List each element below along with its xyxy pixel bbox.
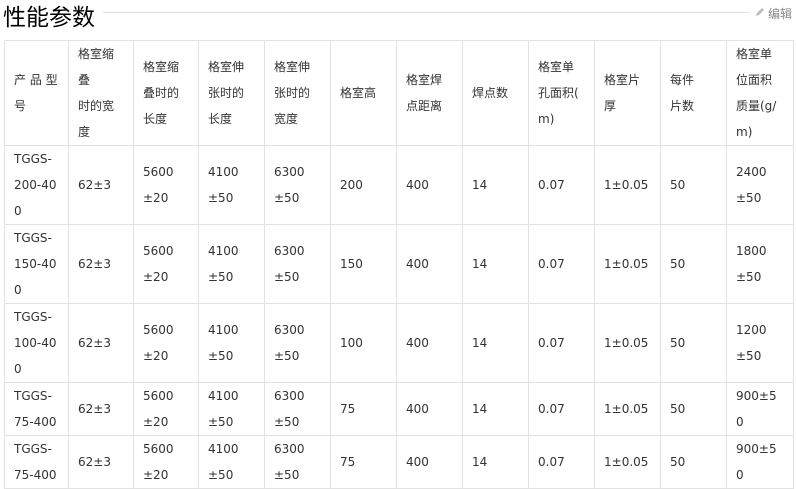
table-cell: 1±0.05 [594,303,661,383]
table-cell: 400 [396,382,463,436]
table-cell: 100 [330,303,397,383]
edit-label: 编辑 [767,7,792,21]
table-cell: 6300±50 [264,224,331,304]
table-cell: 1±0.05 [594,382,661,436]
table-row: TGGS-200-400 62±3 5600±20 4100±50 6300±50 200… [4,145,794,225]
table-cell: TGGS-100-400 [4,303,69,383]
column-header: 格室高 [330,40,397,146]
table-row: TGGS-150-400 62±3 5600±20 4100±50 6300±50 150… [4,224,794,304]
section-title: 性能参数 [3,0,103,32]
column-header: 格室片 厚 [594,40,661,146]
table-cell: 1±0.05 [594,145,661,225]
table-cell: TGGS-150-400 [4,224,69,304]
table-cell: 5600±20 [133,435,199,489]
table-cell: 75 [330,435,397,489]
table-cell: 400 [396,435,463,489]
title-divider [100,12,756,13]
table-cell: 5600±20 [133,145,199,225]
pencil-icon [754,6,766,21]
table-cell: TGGS-75-400 [4,435,69,489]
column-header: 格室伸 张时的 长度 [198,40,265,146]
table-cell: 1±0.05 [594,224,661,304]
table-cell: TGGS-200-400 [4,145,69,225]
table-cell: 2400±50 [726,145,794,225]
table-cell: 14 [462,435,529,489]
column-header: 格室伸 张时的 宽度 [264,40,331,146]
table-cell: 50 [660,435,727,489]
table-cell: 5600±20 [133,303,199,383]
table-cell: 1±0.05 [594,435,661,489]
table-cell: 6300±50 [264,303,331,383]
table-cell: TGGS-75-400 [4,382,69,436]
table-cell: 14 [462,145,529,225]
column-header: 格室焊 点距离 [396,40,463,146]
table-cell: 400 [396,303,463,383]
column-header: 每件 片数 [660,40,727,146]
column-header: 格室缩 叠时的 长度 [133,40,199,146]
table-cell: 900±50 [726,382,794,436]
column-header: 格室单 位面积 质量(g/ m) [726,40,794,146]
table-cell: 50 [660,382,727,436]
column-header: 格室单 孔面积( m) [528,40,595,146]
table-cell: 62±3 [68,303,134,383]
table-cell: 5600±20 [133,382,199,436]
table-cell: 150 [330,224,397,304]
table-cell: 4100±50 [198,303,265,383]
table-row: TGGS-75-400 62±3 5600±20 4100±50 6300±50 75 40… [4,435,794,489]
table-cell: 14 [462,303,529,383]
table-cell: 0.07 [528,382,595,436]
table-cell: 0.07 [528,224,595,304]
column-header: 焊点数 [462,40,529,146]
table-cell: 62±3 [68,382,134,436]
table-cell: 4100±50 [198,145,265,225]
table-cell: 4100±50 [198,382,265,436]
table-cell: 6300±50 [264,382,331,436]
table-cell: 75 [330,382,397,436]
table-cell: 400 [396,145,463,225]
table-cell: 900±50 [726,435,794,489]
table-cell: 0.07 [528,145,595,225]
column-header: 产 品 型 号 [4,40,69,146]
table-cell: 4100±50 [198,435,265,489]
parameters-table: 产 品 型 号格室缩 叠 时的宽 度格室缩 叠时的 长度 格室伸 张时的 长度 格室… [4,40,794,489]
table-cell: 62±3 [68,145,134,225]
table-cell: 14 [462,224,529,304]
table-cell: 62±3 [68,435,134,489]
table-cell: 62±3 [68,224,134,304]
table-cell: 5600±20 [133,224,199,304]
table-row: TGGS-75-400 62±3 5600±20 4100±50 6300±50 75 40… [4,382,794,436]
table-cell: 50 [660,145,727,225]
table-cell: 0.07 [528,435,595,489]
table-cell: 200 [330,145,397,225]
table-cell: 400 [396,224,463,304]
table-row: TGGS-100-400 62±3 5600±20 4100±50 6300±50 100… [4,303,794,383]
table-cell: 6300±50 [264,435,331,489]
table-cell: 4100±50 [198,224,265,304]
table-cell: 1800±50 [726,224,794,304]
table-cell: 14 [462,382,529,436]
table-cell: 50 [660,303,727,383]
table-cell: 50 [660,224,727,304]
table-cell: 1200±50 [726,303,794,383]
table-cell: 6300±50 [264,145,331,225]
header-row: 产 品 型 号格室缩 叠 时的宽 度格室缩 叠时的 长度 格室伸 张时的 长度 格室… [4,40,794,146]
column-header: 格室缩 叠 时的宽 度 [68,40,134,146]
edit-button[interactable]: 编辑 [749,5,792,22]
table-cell: 0.07 [528,303,595,383]
